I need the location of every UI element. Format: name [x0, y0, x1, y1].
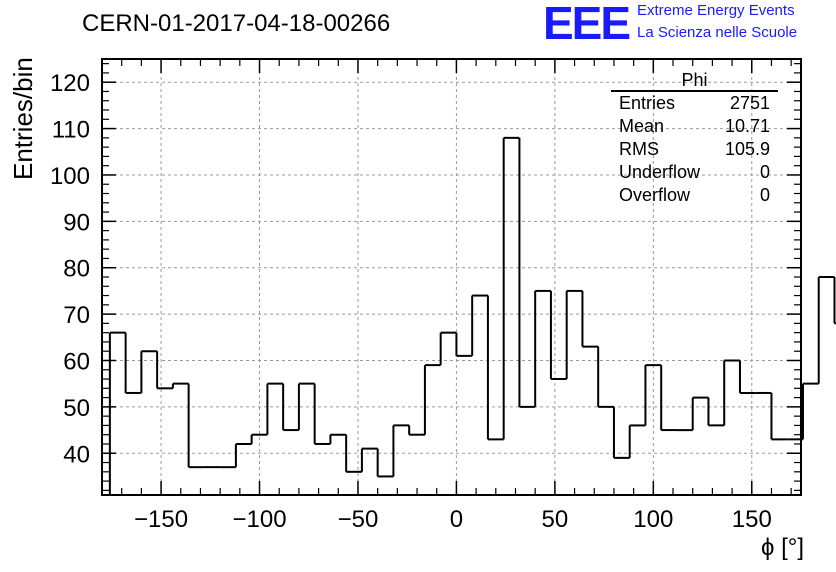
- x-axis-label: ϕ [°]: [760, 534, 804, 561]
- y-tick-label: 60: [63, 348, 90, 375]
- stats-label: Underflow: [619, 162, 701, 182]
- y-tick-label: 50: [63, 395, 90, 422]
- stats-row-underflow: Underflow 0: [611, 161, 778, 184]
- stats-label: RMS: [619, 139, 659, 159]
- x-tick-label: 0: [450, 506, 463, 533]
- y-tick-label: 40: [63, 441, 90, 468]
- y-tick-label: 110: [52, 117, 90, 144]
- tick-labels: −150 −100 −50 0 50 100 150 40 50 60 70 80 90 100 110 12…: [50, 70, 772, 533]
- stats-row-entries: Entries 2751: [611, 92, 778, 115]
- logo-line-2: La Scienza nelle Scuole: [637, 24, 798, 41]
- stats-value: 2751: [729, 93, 770, 113]
- stats-value: 0: [759, 162, 770, 182]
- stats-row-overflow: Overflow 0: [611, 184, 778, 207]
- x-tick-label: 100: [633, 506, 673, 533]
- axis-ticks: [101, 59, 801, 495]
- y-axis-label: Entries/bin: [8, 57, 38, 180]
- stats-title: Phi: [611, 70, 778, 92]
- x-tick-label: −100: [232, 506, 286, 533]
- y-tick-label: 70: [63, 302, 90, 329]
- y-tick-label: 80: [63, 256, 90, 283]
- y-tick-label: 120: [50, 70, 90, 97]
- x-tick-label: −150: [134, 506, 188, 533]
- eee-logo: EEE: [543, 0, 631, 49]
- y-tick-label: 100: [50, 163, 90, 190]
- stats-label: Mean: [619, 116, 665, 136]
- stats-value: 0: [759, 185, 770, 205]
- logo-line-1: Extreme Energy Events: [637, 2, 795, 19]
- y-tick-label: 90: [63, 209, 90, 236]
- stats-label: Entries: [619, 93, 676, 113]
- stats-row-mean: Mean 10.71: [611, 115, 778, 138]
- stats-row-rms: RMS 105.9: [611, 138, 778, 161]
- stats-value: 105.9: [724, 139, 770, 159]
- grid-lines: [102, 59, 801, 495]
- stats-box: Phi Entries 2751 Mean 10.71 RMS 105.9 Un…: [611, 70, 778, 207]
- x-tick-label: 50: [542, 506, 569, 533]
- x-tick-label: −50: [338, 506, 379, 533]
- stats-label: Overflow: [619, 185, 691, 205]
- stats-value: 10.71: [724, 116, 770, 136]
- x-tick-label: 150: [732, 506, 772, 533]
- histogram-bars: [108, 136, 836, 495]
- chart-title: CERN-01-2017-04-18-00266: [82, 10, 391, 37]
